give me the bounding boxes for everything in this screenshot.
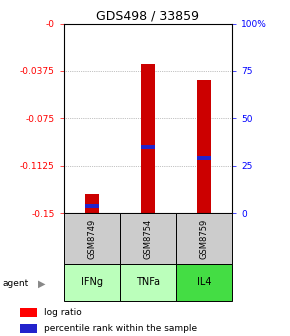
Bar [176, 213, 232, 264]
Bar [120, 264, 176, 301]
Title: GDS498 / 33859: GDS498 / 33859 [96, 9, 200, 23]
Bar [85, 204, 99, 208]
Text: IFNg: IFNg [81, 277, 103, 287]
Bar [120, 213, 176, 264]
Bar [64, 213, 120, 264]
Text: percentile rank within the sample: percentile rank within the sample [44, 324, 197, 333]
Bar [20, 324, 37, 333]
Text: GSM8759: GSM8759 [200, 218, 209, 259]
Bar [20, 308, 37, 318]
Text: GSM8749: GSM8749 [87, 218, 96, 259]
Text: IL4: IL4 [197, 277, 211, 287]
Bar [64, 264, 120, 301]
Text: GSM8754: GSM8754 [143, 218, 153, 259]
Text: TNFa: TNFa [136, 277, 160, 287]
Bar [176, 264, 232, 301]
Bar [85, 195, 99, 213]
Bar [197, 157, 211, 160]
Text: log ratio: log ratio [44, 308, 81, 317]
Text: ▶: ▶ [38, 279, 45, 289]
Bar [141, 145, 155, 149]
Bar [197, 81, 211, 213]
Text: agent: agent [3, 280, 29, 288]
Bar [141, 64, 155, 213]
